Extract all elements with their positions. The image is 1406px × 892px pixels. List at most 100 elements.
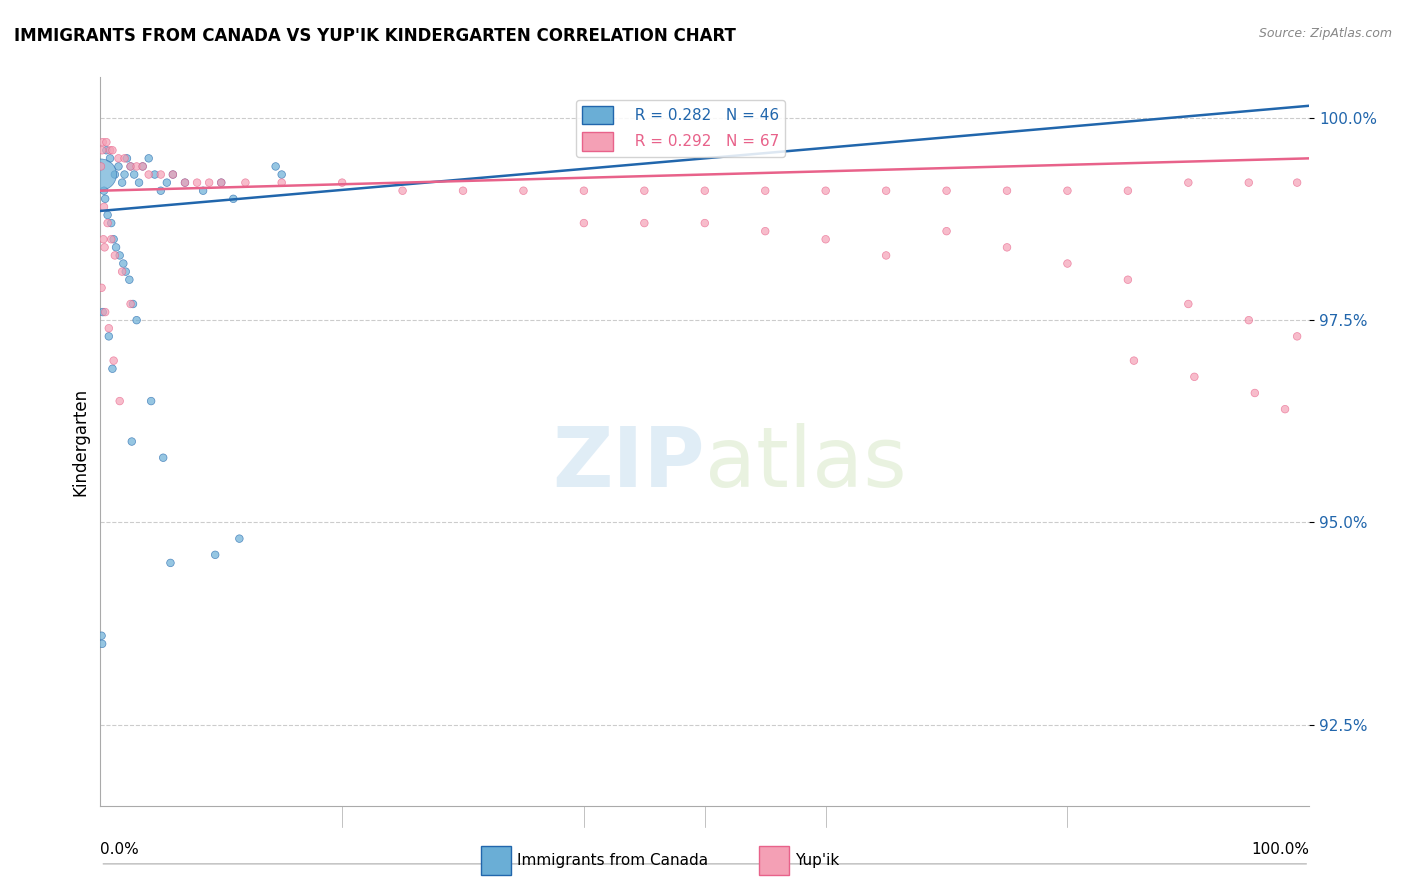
Point <box>91 305 114 319</box>
Point <box>91 143 114 157</box>
Point <box>1177 297 1199 311</box>
Point <box>93 232 115 246</box>
Point <box>101 361 124 376</box>
Point <box>114 152 136 166</box>
Point <box>174 176 197 190</box>
Point <box>995 240 1018 254</box>
Point <box>1243 386 1265 401</box>
Point <box>512 184 534 198</box>
Point <box>103 232 125 246</box>
FancyBboxPatch shape <box>481 846 512 875</box>
Point <box>103 353 125 368</box>
Point <box>754 184 776 198</box>
Point <box>100 232 122 246</box>
Point <box>1116 273 1139 287</box>
Point <box>198 176 221 190</box>
Point <box>156 176 179 190</box>
Point <box>90 160 112 174</box>
Point <box>111 265 134 279</box>
Point <box>1056 256 1078 270</box>
Point <box>875 184 897 198</box>
Point <box>1182 369 1205 384</box>
Point <box>118 273 141 287</box>
Point <box>191 184 214 198</box>
Point <box>107 152 129 166</box>
Point <box>330 176 353 190</box>
Point <box>814 232 837 246</box>
Point <box>935 224 957 238</box>
Point <box>209 176 232 190</box>
Point <box>97 329 120 343</box>
Point <box>90 168 112 182</box>
Point <box>131 160 153 174</box>
Point <box>93 200 115 214</box>
Point <box>131 160 153 174</box>
Point <box>149 168 172 182</box>
Point <box>97 216 120 230</box>
Point <box>1237 176 1260 190</box>
Point <box>235 176 257 190</box>
Point <box>98 143 121 157</box>
Point <box>90 629 112 643</box>
Text: Yup'ik: Yup'ik <box>796 853 839 868</box>
Point <box>270 168 292 182</box>
Point <box>754 224 776 238</box>
Point <box>693 184 716 198</box>
Point <box>572 184 595 198</box>
Point <box>120 297 142 311</box>
FancyBboxPatch shape <box>759 846 789 875</box>
Point <box>1237 313 1260 327</box>
Point <box>264 160 287 174</box>
Point <box>693 216 716 230</box>
Text: 0.0%: 0.0% <box>100 842 139 857</box>
Point <box>115 152 138 166</box>
Point <box>633 184 655 198</box>
Point <box>93 240 115 254</box>
Point <box>138 152 160 166</box>
Point <box>209 176 232 190</box>
Point <box>1122 353 1144 368</box>
Point <box>104 168 127 182</box>
Point <box>120 160 142 174</box>
Text: atlas: atlas <box>704 423 907 504</box>
Point <box>1274 402 1296 417</box>
Point <box>104 248 127 262</box>
Point <box>228 532 250 546</box>
Point <box>162 168 184 182</box>
Point <box>572 216 595 230</box>
Point <box>162 168 184 182</box>
Point <box>121 434 143 449</box>
Point <box>139 394 162 409</box>
Y-axis label: Kindergarten: Kindergarten <box>72 387 89 496</box>
Point <box>875 248 897 262</box>
Point <box>101 143 124 157</box>
Point <box>125 160 148 174</box>
Point <box>270 176 292 190</box>
Point <box>98 152 121 166</box>
Point <box>174 176 197 190</box>
Point <box>100 216 122 230</box>
Point <box>814 184 837 198</box>
Point <box>1177 176 1199 190</box>
Point <box>114 265 136 279</box>
Point <box>93 184 115 198</box>
Point <box>94 192 117 206</box>
Text: Immigrants from Canada: Immigrants from Canada <box>517 853 709 868</box>
Point <box>97 208 120 222</box>
Point <box>105 240 128 254</box>
Point <box>633 216 655 230</box>
Point <box>204 548 226 562</box>
Point <box>935 184 957 198</box>
Point <box>122 297 145 311</box>
Point <box>112 256 135 270</box>
Point <box>97 321 120 335</box>
Point <box>96 135 118 149</box>
Point <box>120 160 142 174</box>
Text: 100.0%: 100.0% <box>1251 842 1309 857</box>
Point <box>1056 184 1078 198</box>
Point <box>1286 329 1309 343</box>
Point <box>995 184 1018 198</box>
Point <box>1286 176 1309 190</box>
Point <box>222 192 245 206</box>
Point <box>91 637 114 651</box>
